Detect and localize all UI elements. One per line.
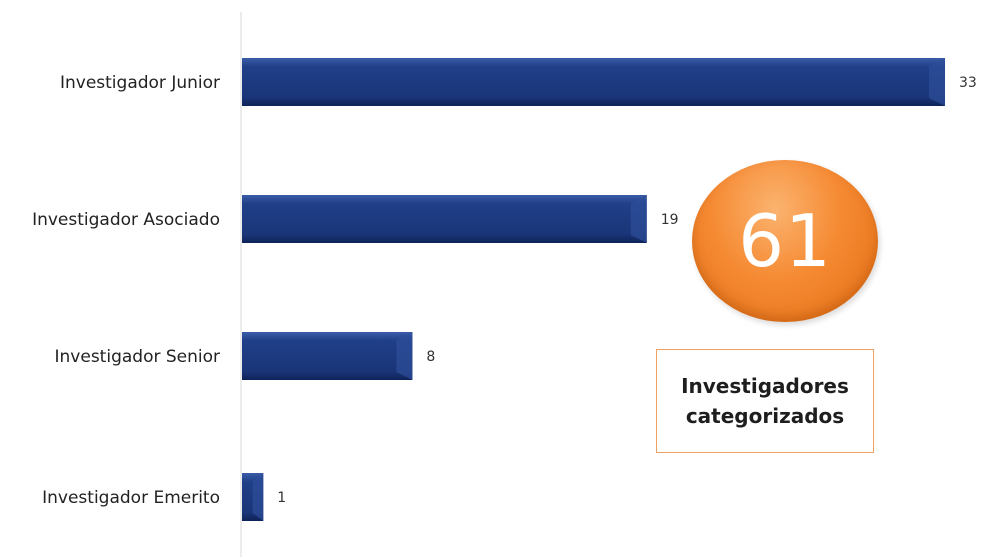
category-label-4: Investigador Emerito [42, 488, 220, 508]
caption-line-1: Investigadores [681, 374, 849, 398]
value-label-1: 33 [959, 75, 977, 91]
total-caption-box: Investigadores categorizados [656, 349, 874, 453]
bar-bevel-4 [252, 473, 264, 521]
bar-bevel-2 [630, 195, 647, 243]
bar-3 [242, 332, 413, 380]
caption-line-2: categorizados [685, 404, 845, 428]
value-label-4: 1 [277, 490, 286, 506]
total-caption: Investigadores categorizados [681, 371, 849, 431]
bar-bevel-1 [929, 58, 945, 106]
bar-bevel-3 [396, 332, 413, 380]
bar-2 [242, 195, 647, 243]
total-researchers-value: 61 [738, 199, 832, 283]
value-label-3: 8 [426, 349, 435, 365]
bar-1 [242, 58, 945, 106]
category-label-2: Investigador Asociado [32, 210, 220, 230]
category-label-1: Investigador Junior [60, 73, 220, 93]
bars: Investigador Junior 33 Investigador Asocia… [32, 58, 977, 521]
total-researchers-circle: 61 [692, 160, 878, 322]
category-label-3: Investigador Senior [55, 347, 220, 367]
value-label-2: 19 [661, 212, 679, 228]
